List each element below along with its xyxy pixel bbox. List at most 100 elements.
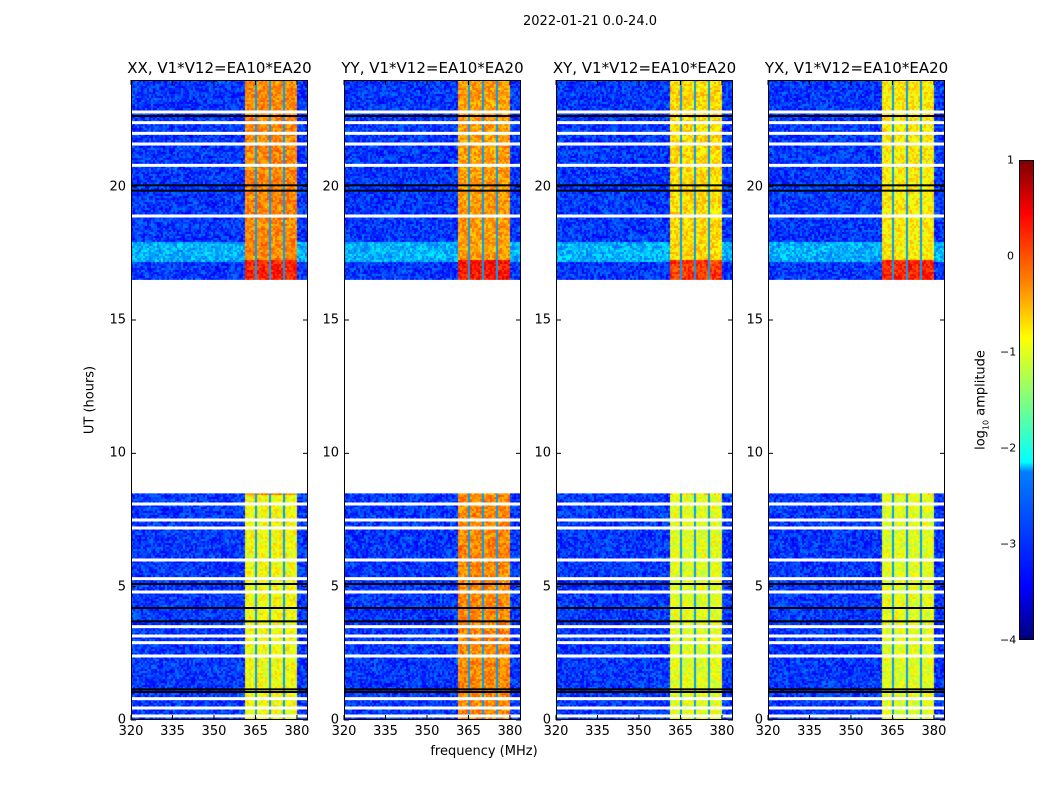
flagged-row (131, 110, 308, 114)
flagged-row (344, 121, 521, 125)
flagged-row (556, 518, 733, 522)
x-tick-label: 380 (921, 724, 947, 739)
flagged-row (768, 625, 945, 629)
axes-frame (344, 80, 521, 720)
flagged-row (131, 121, 308, 125)
flagged-row (768, 634, 945, 638)
flagged-row (768, 214, 945, 218)
dark-row (556, 184, 733, 187)
dark-row (768, 189, 945, 192)
x-tick-label: 320 (755, 724, 781, 739)
flagged-row (344, 590, 521, 594)
x-tick-label: 320 (543, 724, 569, 739)
x-tick-label: 350 (414, 724, 440, 739)
dark-row (768, 691, 945, 693)
flagged-row (768, 121, 945, 125)
panel-title: YY, V1*V12=EA10*EA20 (341, 59, 524, 77)
flagged-row (556, 131, 733, 135)
colorbar-label: log10 amplitude (973, 350, 991, 450)
colorbar-tick-label: −1 (1000, 345, 1017, 359)
flagged-row (344, 502, 521, 506)
flagged-row (131, 706, 308, 710)
y-tick-label: 10 (322, 445, 339, 461)
flagged-row (131, 142, 308, 146)
x-tick-label: 320 (118, 724, 144, 739)
flagged-row (768, 654, 945, 658)
x-tick-label: 365 (668, 724, 693, 739)
flagged-row (768, 714, 945, 718)
heatmap-panel (555, 80, 733, 721)
flagged-row (768, 502, 945, 506)
figure-title: 2022-01-21 0.0-24.0 (523, 14, 657, 29)
dark-row (556, 691, 733, 693)
flagged-row (131, 163, 308, 167)
data-gap (131, 280, 308, 494)
dark-row (344, 189, 521, 192)
flagged-row (131, 714, 308, 718)
flagged-row (344, 625, 521, 629)
y-tick-label: 15 (746, 312, 763, 328)
flagged-row (344, 634, 521, 638)
flagged-row (344, 518, 521, 522)
dark-row (131, 620, 308, 623)
dark-row (768, 583, 945, 585)
heatmap-overlay (555, 80, 733, 721)
y-tick-label: 15 (322, 312, 339, 328)
flagged-row (344, 641, 521, 645)
dark-row (131, 184, 308, 187)
panel-title: XY, V1*V12=EA10*EA20 (552, 59, 737, 77)
heatmap-panel (767, 80, 945, 721)
x-tick-label: 380 (284, 724, 310, 739)
y-tick-label: 0 (330, 712, 339, 728)
flagged-row (768, 142, 945, 146)
flagged-row (556, 502, 733, 506)
flagged-row (768, 526, 945, 530)
flagged-row (556, 625, 733, 629)
dark-row (344, 607, 521, 609)
y-tick-label: 5 (754, 579, 763, 595)
flagged-row (344, 131, 521, 135)
dark-row (556, 607, 733, 609)
x-tick-label: 335 (797, 724, 822, 739)
dark-row (131, 607, 308, 609)
heatmap-panel (343, 80, 521, 721)
colorbar-tick-label: 1 (1007, 153, 1014, 167)
flagged-row (131, 214, 308, 218)
flagged-row (556, 577, 733, 581)
heatmap-overlay (767, 80, 945, 721)
flagged-row (131, 654, 308, 658)
dark-row (344, 620, 521, 623)
data-gap (344, 280, 521, 494)
y-tick-label: 5 (542, 579, 551, 595)
y-tick-label: 20 (109, 179, 126, 195)
flagged-row (344, 526, 521, 530)
dark-row (131, 691, 308, 693)
flagged-row (768, 697, 945, 701)
dark-row (556, 583, 733, 585)
axes-frame (556, 80, 733, 720)
flagged-row (556, 641, 733, 645)
dark-row (556, 189, 733, 192)
dark-row (344, 688, 521, 691)
x-tick-label: 350 (201, 724, 227, 739)
dark-row (131, 583, 308, 585)
flagged-row (131, 131, 308, 135)
y-tick-label: 10 (109, 445, 126, 461)
data-gap (556, 280, 733, 494)
dark-row (768, 607, 945, 609)
flagged-row (556, 706, 733, 710)
dark-row (556, 115, 733, 117)
flagged-row (768, 590, 945, 594)
flagged-row (768, 706, 945, 710)
dark-row (131, 688, 308, 691)
flagged-row (556, 526, 733, 530)
x-tick-label: 335 (585, 724, 610, 739)
colorbar-tick-label: −4 (1000, 633, 1017, 647)
flagged-row (344, 714, 521, 718)
dark-row (556, 620, 733, 623)
y-tick-label: 5 (330, 579, 339, 595)
flagged-row (556, 714, 733, 718)
y-tick-label: 20 (746, 179, 763, 195)
x-axis-label: frequency (MHz) (430, 744, 538, 759)
colorbar-tick-label: −3 (1000, 537, 1017, 551)
